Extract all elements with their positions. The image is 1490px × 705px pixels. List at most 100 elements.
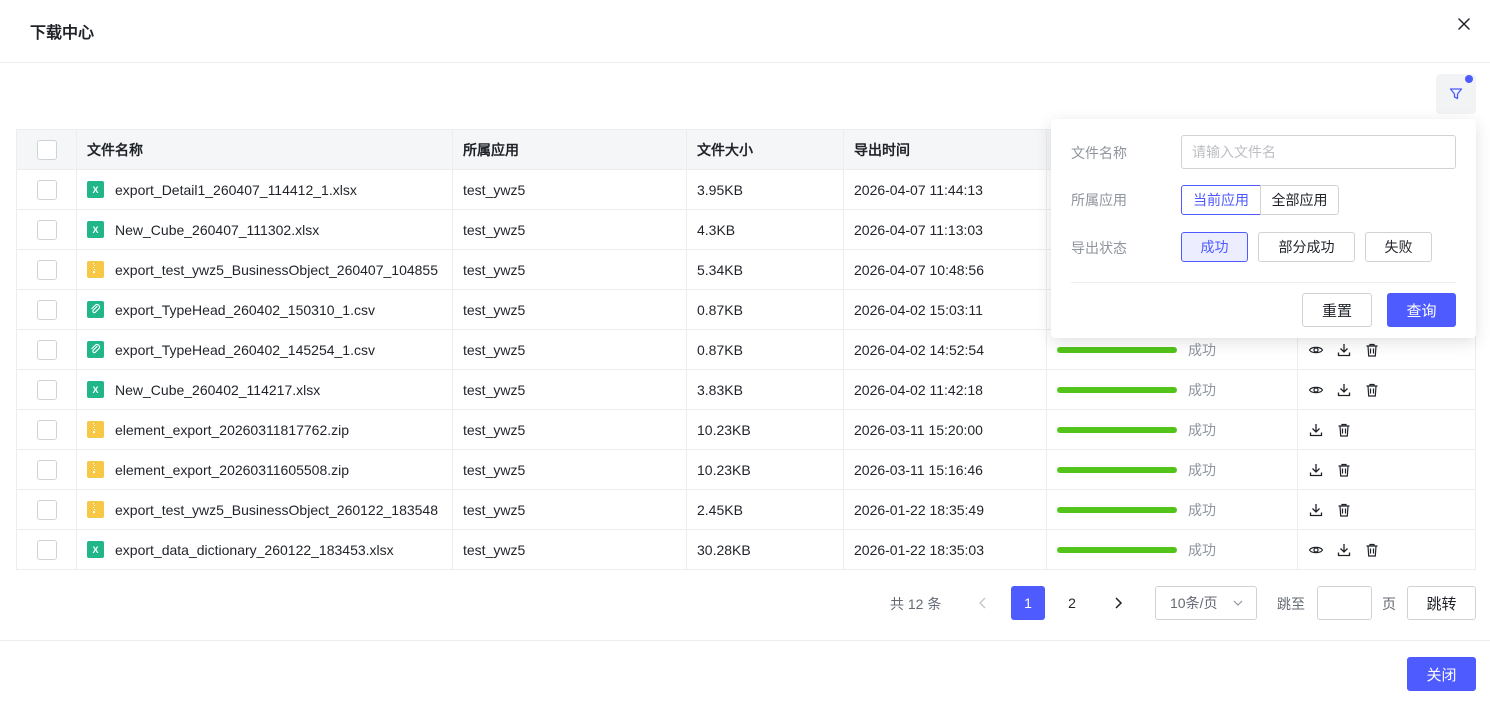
status-partial-option[interactable]: 部分成功: [1258, 232, 1355, 262]
download-icon[interactable]: [1308, 422, 1324, 438]
file-name-cell: export_TypeHead_260402_150310_1.csv: [77, 290, 453, 329]
download-icon[interactable]: [1336, 342, 1352, 358]
file-name-cell: element_export_20260311817762.zip: [77, 410, 453, 449]
download-icon[interactable]: [1336, 542, 1352, 558]
preview-icon[interactable]: [1308, 382, 1324, 398]
app-cell: test_ywz5: [453, 370, 687, 409]
table-row: X New_Cube_260407_111302.xlsx test_ywz5 4.3…: [17, 210, 1475, 250]
download-icon[interactable]: [1336, 382, 1352, 398]
row-checkbox[interactable]: [36, 219, 57, 240]
page-1-button[interactable]: 1: [1011, 586, 1045, 620]
file-name-input[interactable]: [1181, 135, 1456, 169]
delete-icon[interactable]: [1336, 462, 1352, 478]
download-icon[interactable]: [1308, 462, 1324, 478]
app-cell: test_ywz5: [453, 410, 687, 449]
table-row: element_export_20260311817762.zip test_yw…: [17, 410, 1475, 450]
row-checkbox[interactable]: [36, 179, 57, 200]
status-cell: 成功: [1047, 370, 1298, 409]
page-2-button[interactable]: 2: [1068, 595, 1076, 611]
preview-icon[interactable]: [1308, 342, 1324, 358]
close-icon[interactable]: [1452, 12, 1476, 36]
delete-icon[interactable]: [1364, 542, 1380, 558]
query-button[interactable]: 查询: [1387, 293, 1456, 327]
zip-file-icon: [87, 501, 115, 518]
actions-cell: [1298, 370, 1475, 409]
row-checkbox[interactable]: [36, 419, 57, 440]
zip-file-icon: [87, 261, 115, 278]
status-text: 成功: [1188, 501, 1216, 518]
status-cell: 成功: [1047, 530, 1298, 569]
delete-icon[interactable]: [1336, 502, 1352, 518]
delete-icon[interactable]: [1336, 422, 1352, 438]
download-icon[interactable]: [1308, 502, 1324, 518]
dialog-title: 下载中心: [30, 25, 95, 42]
app-cell: test_ywz5: [453, 210, 687, 249]
app-cell: test_ywz5: [453, 490, 687, 529]
file-name: element_export_20260311605508.zip: [115, 461, 350, 478]
progress-bar: [1057, 426, 1177, 433]
column-header-size: 文件大小: [687, 130, 844, 169]
file-name: element_export_20260311817762.zip: [115, 421, 350, 438]
jump-page-input[interactable]: [1317, 586, 1372, 620]
table-row: export_TypeHead_260402_145254_1.csv test_…: [17, 330, 1475, 370]
prev-page-button[interactable]: [966, 586, 1000, 620]
status-success-option[interactable]: 成功: [1181, 232, 1248, 262]
column-header-export-time: 导出时间: [844, 130, 1047, 169]
time-cell: 2026-04-07 10:48:56: [844, 250, 1047, 289]
status-cell: 成功: [1047, 450, 1298, 489]
actions-cell: [1298, 530, 1475, 569]
reset-button[interactable]: 重置: [1302, 293, 1372, 327]
status-failed-option[interactable]: 失败: [1365, 232, 1432, 262]
actions-cell: [1298, 330, 1475, 369]
chevron-right-icon: [1115, 597, 1123, 609]
preview-icon[interactable]: [1308, 542, 1324, 558]
time-cell: 2026-04-02 14:52:54: [844, 330, 1047, 369]
app-cell: test_ywz5: [453, 330, 687, 369]
delete-icon[interactable]: [1364, 342, 1380, 358]
file-name: export_test_ywz5_BusinessObject_260407_1…: [115, 261, 439, 278]
excel-file-icon: X: [87, 541, 115, 558]
app-current-option[interactable]: 当前应用: [1181, 185, 1261, 215]
row-checkbox[interactable]: [36, 459, 57, 480]
size-cell: 2.45KB: [687, 490, 844, 529]
size-cell: 10.23KB: [687, 450, 844, 489]
dialog-header: 下载中心: [0, 0, 1490, 63]
time-cell: 2026-04-02 11:42:18: [844, 370, 1047, 409]
filter-status-label: 导出状态: [1071, 240, 1127, 256]
row-checkbox[interactable]: [36, 379, 57, 400]
page-size-select[interactable]: 10条/页: [1155, 586, 1257, 620]
row-checkbox[interactable]: [36, 259, 57, 280]
size-cell: 0.87KB: [687, 290, 844, 329]
actions-cell: [1298, 490, 1475, 529]
size-cell: 30.28KB: [687, 530, 844, 569]
close-button[interactable]: 关闭: [1407, 657, 1476, 691]
row-checkbox[interactable]: [36, 339, 57, 360]
popover-divider: [1071, 282, 1456, 283]
actions-cell: [1298, 410, 1475, 449]
filter-active-dot: [1465, 75, 1473, 83]
size-cell: 5.34KB: [687, 250, 844, 289]
row-checkbox[interactable]: [36, 539, 57, 560]
app-cell: test_ywz5: [453, 250, 687, 289]
file-name-cell: export_test_ywz5_BusinessObject_260122_1…: [77, 490, 453, 529]
app-cell: test_ywz5: [453, 290, 687, 329]
progress-bar: [1057, 466, 1177, 473]
row-checkbox[interactable]: [36, 299, 57, 320]
select-all-checkbox[interactable]: [36, 139, 57, 160]
next-page-button[interactable]: [1101, 586, 1135, 620]
file-name-cell: export_test_ywz5_BusinessObject_260407_1…: [77, 250, 453, 289]
status-text: 成功: [1188, 381, 1216, 398]
file-name-cell: X New_Cube_260407_111302.xlsx: [77, 210, 453, 249]
size-cell: 3.83KB: [687, 370, 844, 409]
progress-bar: [1057, 386, 1177, 393]
row-checkbox[interactable]: [36, 499, 57, 520]
delete-icon[interactable]: [1364, 382, 1380, 398]
app-all-option[interactable]: 全部应用: [1260, 185, 1339, 215]
chevron-left-icon: [978, 597, 986, 609]
jump-button[interactable]: 跳转: [1407, 586, 1476, 620]
csv-file-icon: [87, 341, 115, 358]
